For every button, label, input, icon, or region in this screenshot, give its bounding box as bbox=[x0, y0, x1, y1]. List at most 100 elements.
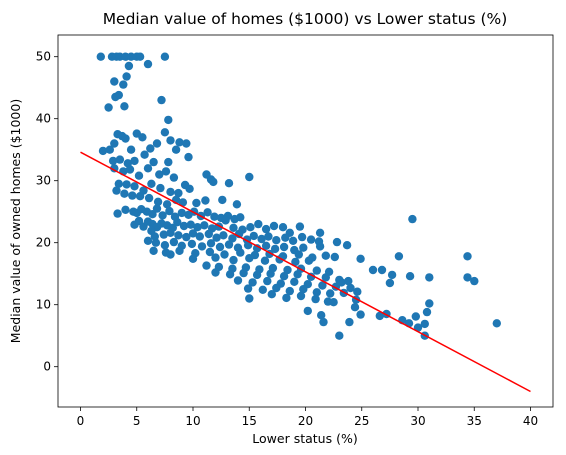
data-point bbox=[315, 242, 325, 251]
data-point bbox=[169, 173, 179, 182]
data-point bbox=[153, 197, 163, 206]
data-point bbox=[463, 252, 472, 261]
data-point bbox=[420, 319, 429, 329]
data-point bbox=[470, 276, 479, 286]
data-point bbox=[220, 250, 229, 259]
data-point bbox=[211, 253, 220, 262]
data-point bbox=[405, 272, 415, 281]
data-point bbox=[147, 179, 156, 188]
x-tick-label: 0 bbox=[77, 414, 85, 428]
data-point bbox=[350, 303, 360, 312]
data-point bbox=[272, 236, 281, 245]
data-point bbox=[164, 115, 173, 125]
data-point bbox=[278, 223, 288, 232]
data-point bbox=[120, 189, 129, 198]
chart-title: Median value of homes ($1000) vs Lower s… bbox=[103, 10, 508, 28]
data-point bbox=[312, 266, 321, 275]
data-point bbox=[121, 205, 130, 214]
data-point bbox=[164, 157, 173, 167]
data-point bbox=[144, 193, 154, 203]
data-point bbox=[134, 216, 144, 226]
data-point bbox=[186, 220, 195, 229]
data-point bbox=[260, 256, 270, 265]
data-point bbox=[104, 103, 113, 112]
data-point bbox=[200, 221, 209, 230]
data-point bbox=[224, 240, 234, 249]
x-axis-ticks: 0 5 10 15 20 25 30 35 40 bbox=[77, 407, 538, 428]
data-point bbox=[225, 270, 235, 279]
data-point bbox=[187, 239, 197, 249]
data-point bbox=[124, 61, 134, 71]
data-point bbox=[270, 244, 280, 254]
data-point bbox=[236, 248, 245, 257]
data-point bbox=[422, 307, 432, 317]
data-point bbox=[321, 273, 330, 282]
data-point bbox=[112, 186, 121, 195]
data-point bbox=[158, 211, 167, 220]
data-point bbox=[182, 139, 191, 148]
data-point bbox=[159, 230, 168, 239]
data-point bbox=[332, 237, 342, 247]
data-point bbox=[232, 200, 242, 209]
data-point bbox=[304, 256, 314, 265]
data-point bbox=[387, 270, 397, 280]
y-tick-label: 0 bbox=[43, 360, 51, 374]
data-point bbox=[111, 92, 120, 102]
data-point bbox=[411, 312, 420, 321]
data-point bbox=[166, 250, 175, 259]
data-point bbox=[155, 170, 164, 179]
data-point bbox=[130, 156, 139, 166]
data-point bbox=[215, 242, 225, 252]
data-point bbox=[252, 270, 262, 280]
data-point bbox=[173, 218, 182, 227]
data-point bbox=[306, 235, 316, 244]
data-point bbox=[160, 241, 170, 250]
data-point bbox=[165, 206, 174, 216]
data-point bbox=[293, 270, 302, 279]
data-point bbox=[264, 232, 273, 241]
data-point bbox=[210, 212, 219, 221]
data-point bbox=[375, 311, 384, 321]
data-point bbox=[96, 52, 106, 61]
data-point bbox=[162, 200, 172, 209]
data-point bbox=[197, 242, 207, 251]
regression-line bbox=[80, 151, 531, 393]
data-point bbox=[169, 237, 179, 247]
data-point bbox=[321, 251, 330, 260]
data-point bbox=[140, 150, 149, 159]
data-point bbox=[245, 294, 254, 303]
data-point bbox=[221, 216, 230, 225]
y-tick-label: 30 bbox=[36, 174, 51, 188]
data-point bbox=[236, 213, 245, 222]
data-point bbox=[248, 278, 257, 287]
data-point bbox=[296, 291, 306, 301]
data-point bbox=[178, 198, 188, 207]
data-point bbox=[204, 229, 213, 239]
data-point bbox=[201, 196, 210, 205]
data-point bbox=[110, 77, 119, 86]
data-point bbox=[166, 187, 175, 197]
data-point bbox=[108, 156, 118, 166]
data-point bbox=[119, 80, 128, 89]
data-point bbox=[122, 72, 131, 81]
data-point bbox=[394, 252, 404, 261]
data-point bbox=[463, 273, 472, 282]
data-point bbox=[239, 268, 248, 278]
data-point bbox=[249, 231, 258, 241]
data-point bbox=[192, 198, 201, 208]
data-point bbox=[152, 204, 162, 213]
x-tick-label: 15 bbox=[242, 414, 257, 428]
data-point bbox=[283, 265, 292, 275]
x-tick-label: 35 bbox=[467, 414, 482, 428]
data-point bbox=[122, 180, 131, 189]
data-point bbox=[171, 145, 181, 154]
data-point bbox=[174, 231, 183, 240]
data-point bbox=[377, 265, 387, 275]
data-point bbox=[252, 244, 262, 253]
data-point bbox=[303, 306, 312, 316]
data-point bbox=[254, 219, 263, 229]
data-point bbox=[160, 128, 170, 137]
data-point bbox=[356, 310, 365, 319]
x-tick-label: 5 bbox=[133, 414, 141, 428]
data-point bbox=[245, 172, 254, 182]
